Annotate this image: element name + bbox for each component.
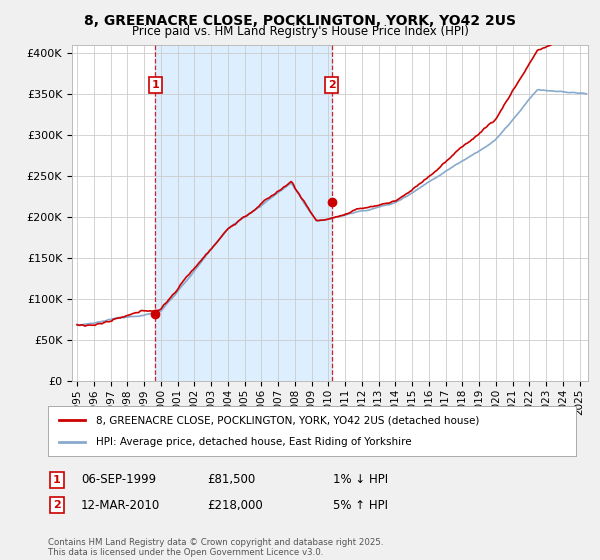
Text: 1: 1 [152, 80, 160, 90]
Text: 8, GREENACRE CLOSE, POCKLINGTON, YORK, YO42 2US: 8, GREENACRE CLOSE, POCKLINGTON, YORK, Y… [84, 14, 516, 28]
Text: 2: 2 [328, 80, 335, 90]
Text: 8, GREENACRE CLOSE, POCKLINGTON, YORK, YO42 2US (detached house): 8, GREENACRE CLOSE, POCKLINGTON, YORK, Y… [95, 415, 479, 425]
Text: £81,500: £81,500 [207, 473, 255, 487]
Text: 06-SEP-1999: 06-SEP-1999 [81, 473, 156, 487]
Text: 5% ↑ HPI: 5% ↑ HPI [333, 498, 388, 512]
Text: Price paid vs. HM Land Registry's House Price Index (HPI): Price paid vs. HM Land Registry's House … [131, 25, 469, 38]
Text: £218,000: £218,000 [207, 498, 263, 512]
Text: 12-MAR-2010: 12-MAR-2010 [81, 498, 160, 512]
Text: 1% ↓ HPI: 1% ↓ HPI [333, 473, 388, 487]
Text: 1: 1 [53, 475, 61, 485]
Text: 2: 2 [53, 500, 61, 510]
Bar [155, 45, 332, 381]
Text: HPI: Average price, detached house, East Riding of Yorkshire: HPI: Average price, detached house, East… [95, 437, 411, 447]
Text: Contains HM Land Registry data © Crown copyright and database right 2025.
This d: Contains HM Land Registry data © Crown c… [48, 538, 383, 557]
